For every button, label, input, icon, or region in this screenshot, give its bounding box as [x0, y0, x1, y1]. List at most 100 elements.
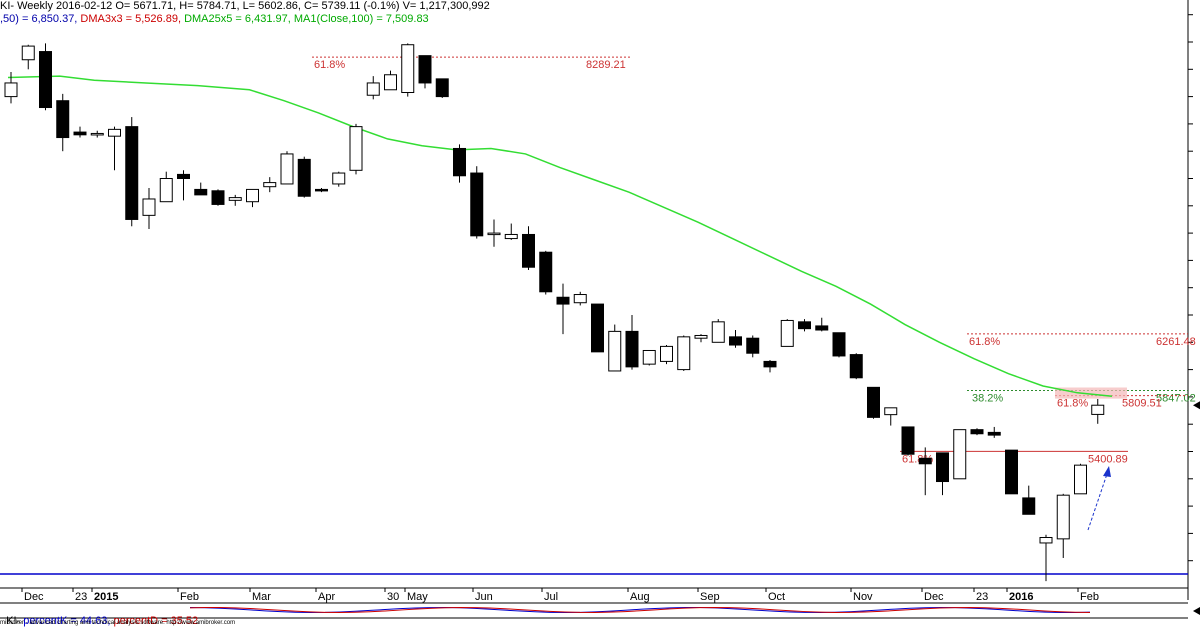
- candle-body: [4, 82, 18, 98]
- time-axis-label: 23: [976, 591, 988, 603]
- candle-body: [677, 336, 691, 371]
- fib-level-value: 5400.89: [1088, 453, 1128, 465]
- candle-body: [418, 55, 432, 84]
- candle-body: [608, 330, 622, 372]
- candle-body: [642, 349, 656, 365]
- candle-body: [522, 233, 535, 268]
- percentd-label: percentD = 35.52: [113, 615, 199, 627]
- target-zone: [1055, 387, 1127, 399]
- candle-body: [366, 82, 380, 96]
- fib-level-percent: 38.2%: [972, 392, 1003, 404]
- time-axis-label: Nov: [853, 591, 873, 603]
- time-axis-label: Dec: [24, 591, 44, 603]
- candle-body: [21, 45, 35, 61]
- candle-body: [125, 126, 139, 220]
- indicator-line: ,50) = 6,850.37, DMA3x3 = 5,526.89, DMA2…: [0, 13, 490, 26]
- fib-level-percent: 61.8%: [314, 59, 345, 71]
- candle-body: [729, 336, 742, 346]
- candle-body: [280, 153, 294, 185]
- candle-body: [763, 360, 777, 368]
- chart-header: KI- Weekly 2016-02-12 O= 5671.71, H= 578…: [0, 0, 490, 25]
- candle-body: [867, 386, 880, 418]
- candle-body: [970, 429, 984, 435]
- candle-body: [1022, 497, 1036, 515]
- candle-body: [56, 100, 70, 139]
- candle-body: [918, 457, 932, 465]
- candle-body: [142, 198, 156, 216]
- candle-body: [987, 431, 1001, 436]
- title-line: KI- Weekly 2016-02-12 O= 5671.71, H= 578…: [0, 0, 490, 12]
- candle-body: [435, 78, 449, 98]
- time-axis-label: Feb: [180, 591, 199, 603]
- candle-body: [1091, 404, 1105, 415]
- candle-body: [73, 131, 87, 136]
- candle-body: [1056, 494, 1070, 540]
- candle-body: [780, 319, 794, 347]
- candle-body: [332, 172, 346, 185]
- fib-level-percent: 61.8%: [1057, 398, 1088, 410]
- candle-body: [263, 182, 277, 188]
- candle-body: [694, 334, 708, 339]
- candle-body: [228, 197, 242, 201]
- candle-body: [246, 188, 259, 203]
- current-price-marker: [1193, 401, 1200, 410]
- candle-body: [108, 128, 121, 137]
- candle-body: [539, 251, 553, 293]
- candle-body: [591, 303, 604, 353]
- time-axis-label: Oct: [768, 591, 785, 603]
- candle-body: [349, 126, 363, 171]
- fib-level-value: 5847.02: [1156, 392, 1196, 404]
- candle-body: [453, 147, 466, 177]
- time-axis-label: 2015: [94, 591, 118, 603]
- projection-arrow: [1087, 473, 1108, 531]
- candle-body: [798, 321, 811, 330]
- time-axis-label: Jul: [544, 591, 558, 603]
- candle-body: [211, 190, 225, 205]
- time-axis-label: Feb: [1080, 591, 1099, 603]
- fib-level-value: 8289.21: [586, 59, 626, 71]
- candle-body: [953, 429, 967, 480]
- candle-body: [159, 178, 173, 203]
- candle-body: [556, 296, 570, 305]
- time-axis-label: Dec: [924, 591, 944, 603]
- candle-body: [401, 44, 415, 94]
- oscillator-marker: [1193, 607, 1200, 615]
- time-axis-label: 2016: [1009, 591, 1033, 603]
- time-axis-label: May: [407, 591, 428, 603]
- time-axis-label: Apr: [318, 591, 335, 603]
- fib-level-percent: 61.8%: [969, 336, 1000, 348]
- ma100-label: MA1(Close,100) = 7,509.83: [293, 13, 429, 25]
- time-axis-label: Aug: [630, 591, 650, 603]
- percentk-line: [189, 607, 1091, 613]
- candle-body: [832, 332, 846, 357]
- candle-body: [711, 321, 725, 343]
- ma-series-line: [7, 75, 1113, 397]
- candle-body: [660, 345, 673, 362]
- candle-body: [315, 188, 328, 192]
- candle-body: [815, 325, 829, 331]
- candle-body: [901, 426, 915, 455]
- candle-body: [39, 51, 52, 109]
- time-axis-label: Mar: [252, 591, 271, 603]
- candle-body: [1005, 449, 1018, 495]
- time-axis-label: Jun: [475, 591, 493, 603]
- dma25x5-label: DMA25x5 = 6,431.97,: [184, 13, 294, 25]
- fib-level-value: 5809.51: [1122, 398, 1162, 410]
- time-axis-label: 30: [387, 591, 399, 603]
- candle-body: [297, 158, 311, 197]
- projection-arrowhead: [1103, 466, 1111, 477]
- candle-body: [573, 294, 587, 304]
- dma3x3-label: DMA3x3 = 5,526.89,: [80, 13, 185, 25]
- candle-body: [1074, 464, 1087, 495]
- percentd-line: [189, 606, 1091, 613]
- candle-body: [504, 233, 518, 240]
- candle-body: [849, 354, 863, 379]
- candle-body: [194, 188, 208, 196]
- candle-body: [384, 74, 397, 91]
- candle-body: [487, 232, 501, 236]
- candle-body: [884, 407, 898, 416]
- ma-label: ,50) = 6,850.37,: [0, 13, 81, 25]
- candle-body: [936, 452, 949, 483]
- candle-body: [90, 132, 104, 136]
